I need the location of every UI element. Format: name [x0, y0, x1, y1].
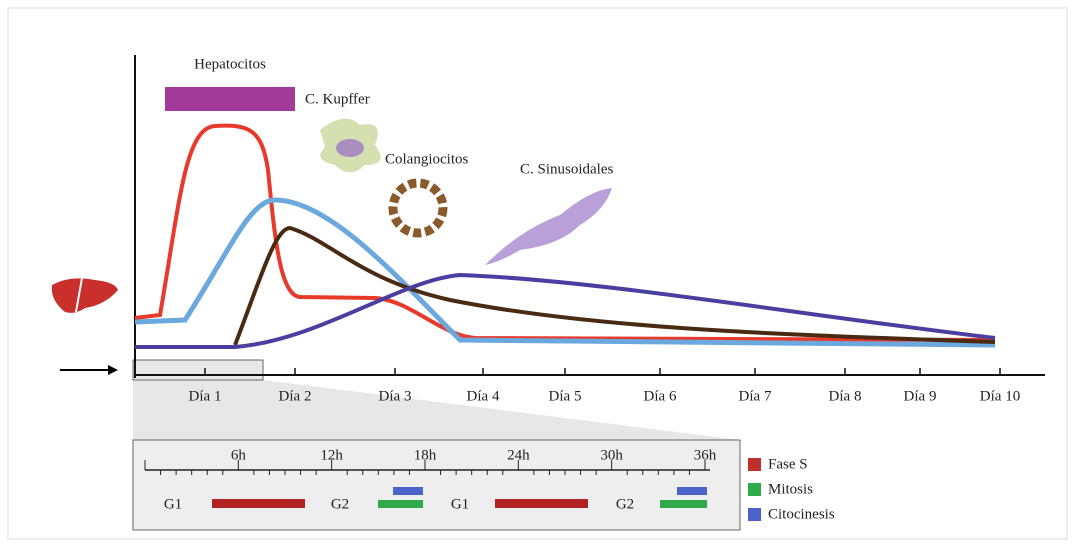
hepatocyte-icon [165, 87, 295, 111]
day-label: Día 5 [549, 388, 582, 404]
mitosis-bar [660, 500, 707, 508]
cell-label: C. Kupffer [305, 91, 370, 107]
kupffer-nucleus [336, 139, 364, 157]
cell-label: C. Sinusoidales [520, 161, 614, 177]
cell-label: Colangiocitos [385, 151, 468, 167]
hour-label: 36h [694, 447, 717, 463]
day-label: Día 9 [904, 388, 937, 404]
day-label: Día 1 [189, 388, 222, 404]
cytokinesis-bar [677, 487, 707, 495]
inset-box [133, 440, 740, 530]
figure: Hepatocitos C. Kupffer Colangiocitos C. … [0, 0, 1075, 547]
day-label: Día 4 [467, 388, 500, 404]
cytokinesis-bar [393, 487, 423, 495]
legend-label: Fase S [768, 456, 808, 472]
s-phase-bar [212, 499, 305, 508]
day-label: Día 6 [644, 388, 677, 404]
zoom-box [133, 360, 263, 380]
phase-label: G1 [164, 496, 182, 512]
day-label: Día 8 [829, 388, 862, 404]
mitosis-bar [378, 500, 423, 508]
hour-label: 18h [414, 447, 437, 463]
day-label: Día 7 [739, 388, 772, 404]
day-label: Día 2 [279, 388, 312, 404]
legend-swatch [748, 483, 761, 496]
hour-label: 30h [600, 447, 623, 463]
phase-label: G1 [451, 496, 469, 512]
s-phase-bar [495, 499, 588, 508]
hour-label: 24h [507, 447, 530, 463]
hour-label: 12h [320, 447, 343, 463]
day-label: Día 3 [379, 388, 412, 404]
legend-swatch [748, 458, 761, 471]
legend-label: Mitosis [768, 481, 813, 497]
legend-label: Citocinesis [768, 506, 835, 522]
hour-label: 6h [231, 447, 247, 463]
day-label: Día 10 [980, 388, 1020, 404]
legend-swatch [748, 508, 761, 521]
phase-label: G2 [331, 496, 349, 512]
phase-label: G2 [616, 496, 634, 512]
cell-label: Hepatocitos [194, 56, 266, 72]
